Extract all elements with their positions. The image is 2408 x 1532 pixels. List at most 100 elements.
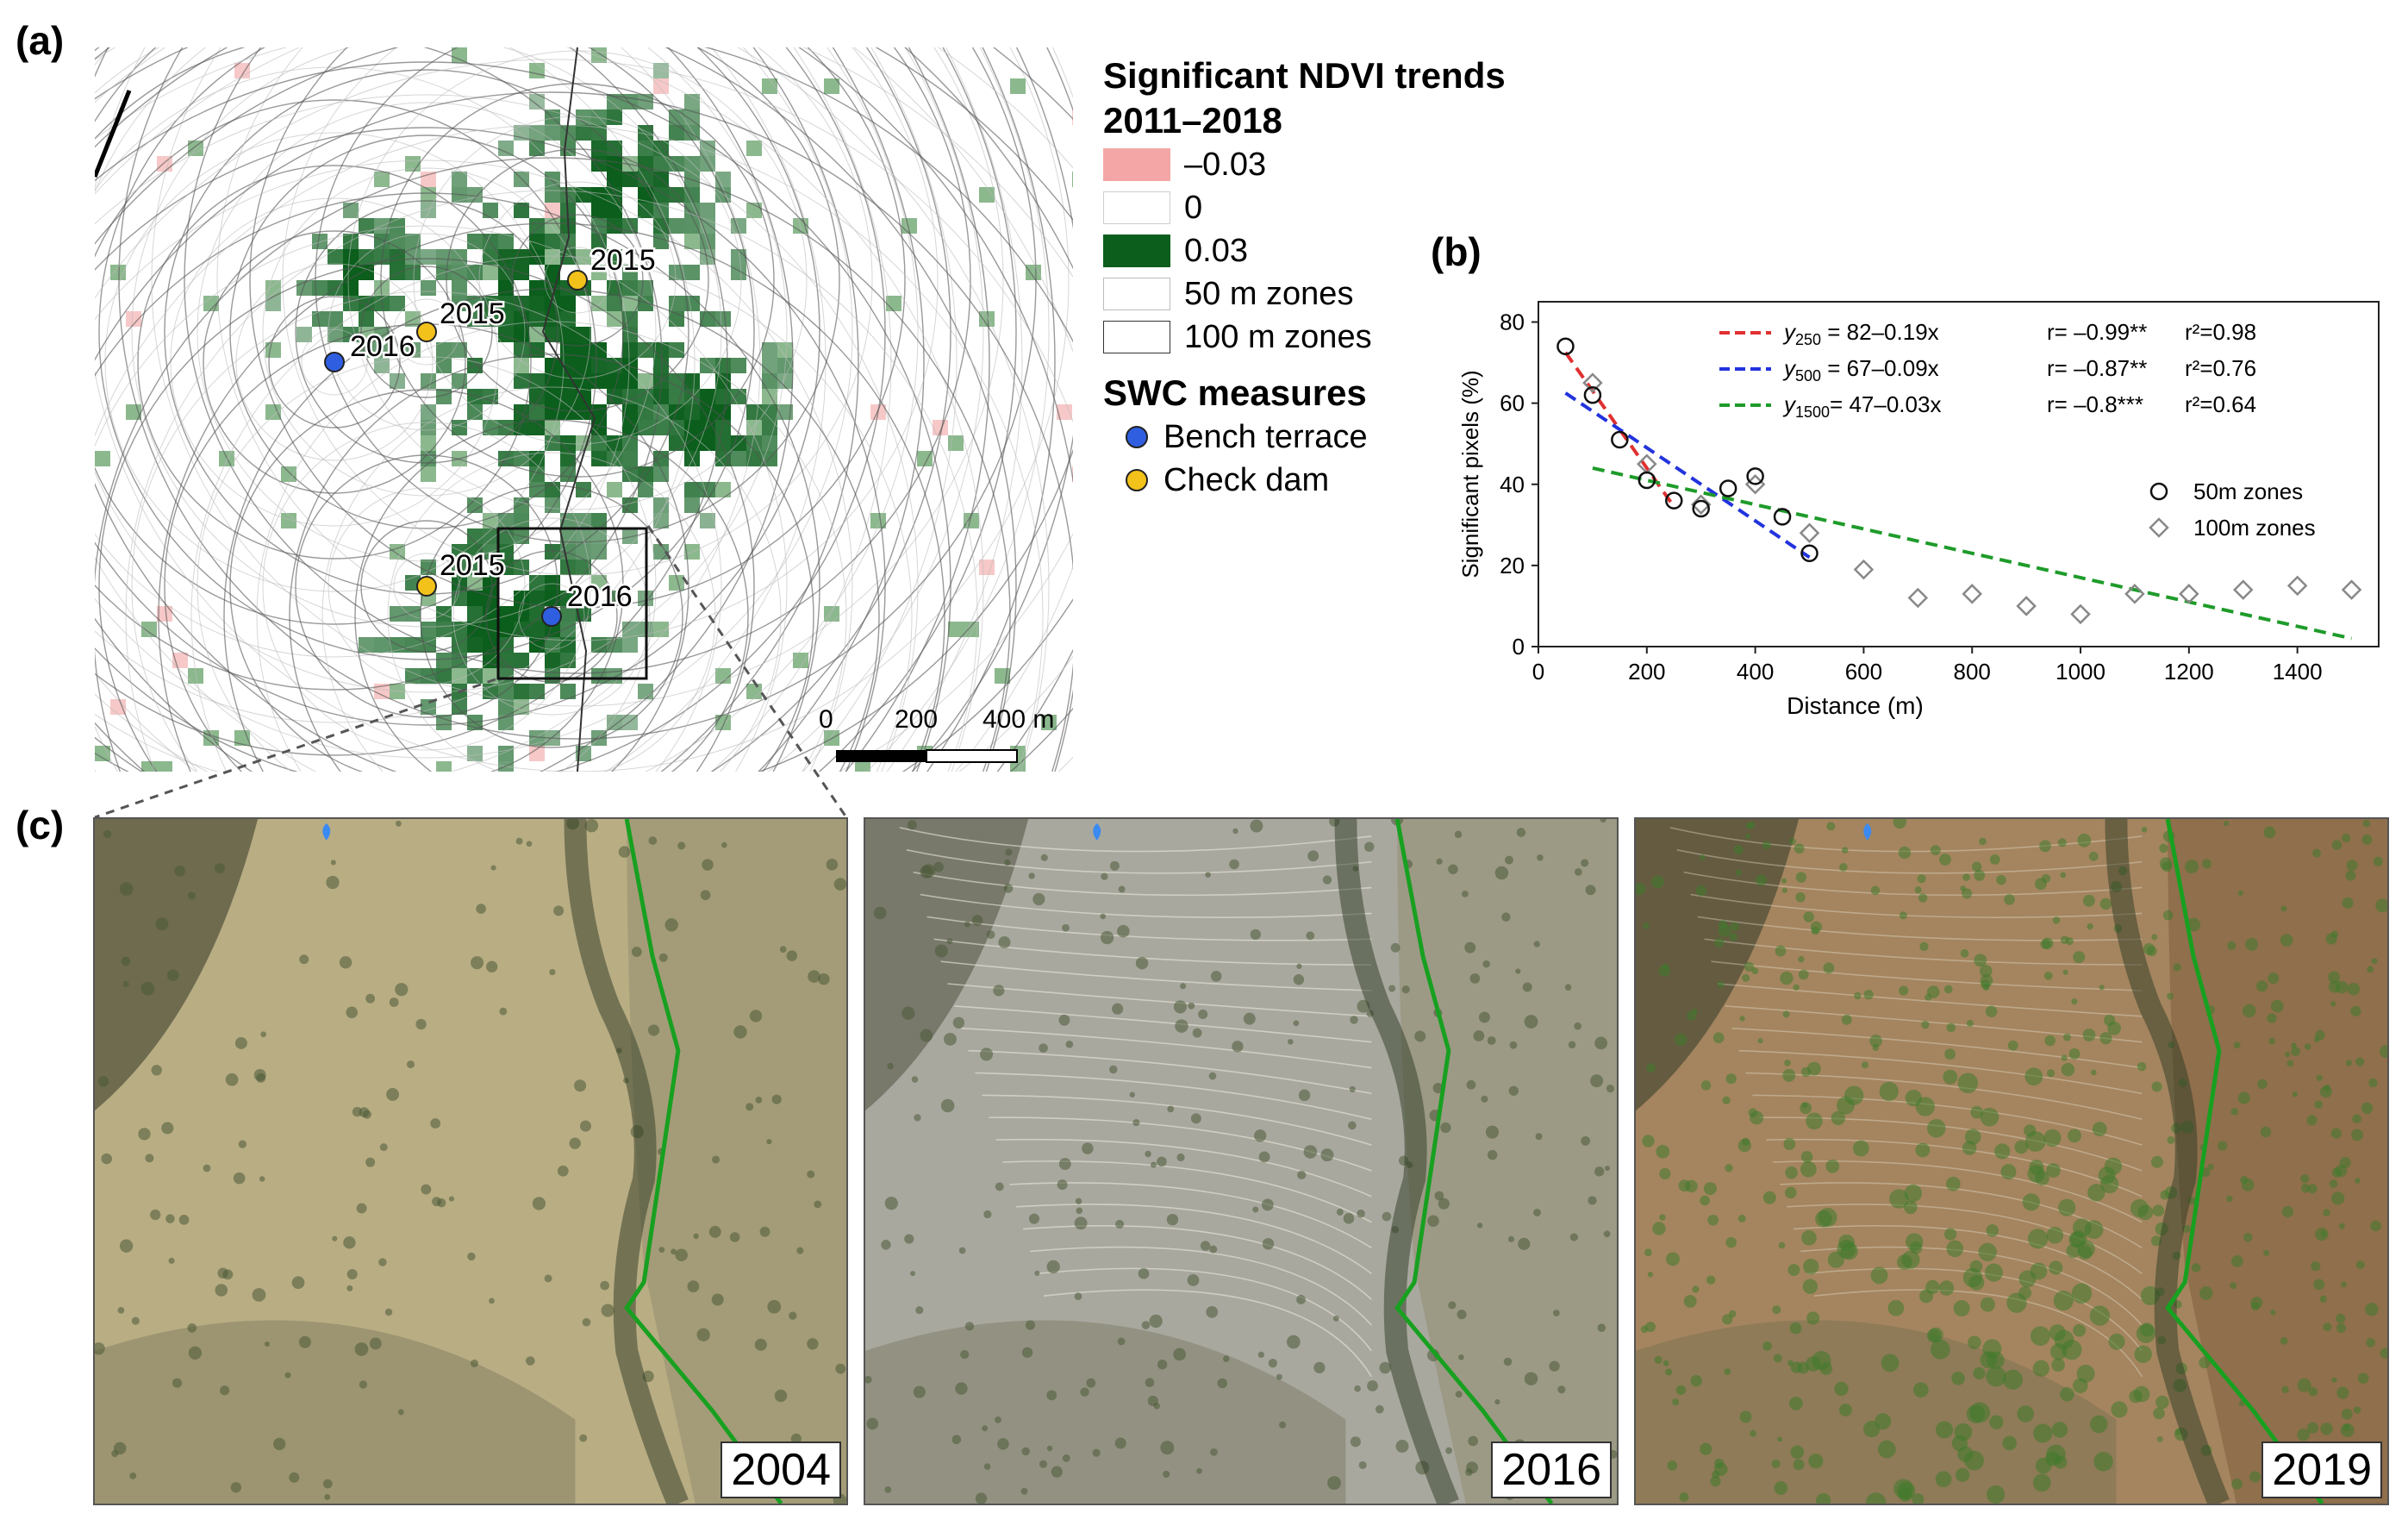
shrub [1296,963,1302,969]
shrub [1028,872,1035,879]
shrub [1250,929,1261,941]
shrub [913,1385,926,1398]
shrub [881,1240,891,1250]
ndvi-pixel [514,451,529,466]
shrub [2308,1386,2318,1397]
shrub [1806,1311,1820,1325]
shrub [2092,1122,2107,1137]
shrub [2032,1360,2049,1377]
ndvi-pixel [622,389,638,404]
panel-label-c: (c) [16,803,65,847]
shrub [983,1463,991,1470]
shrub [818,973,830,985]
ndvi-pixel [529,63,545,78]
ndvi-pixel [638,404,653,420]
shrub [1956,1467,1970,1482]
point-100m [1799,522,1820,544]
shrub [1803,1258,1819,1275]
shrub [1515,968,1521,974]
shrub [1469,973,1481,984]
ndvi-pixel [343,327,359,342]
shrub [1800,1150,1813,1163]
shrub [1910,1241,1923,1254]
ndvi-pixel [514,653,529,668]
shrub [1034,1270,1040,1276]
scalebar-white [926,749,1018,763]
legend-item-negative: –0.03 [1103,143,1586,186]
shrub [997,1438,1009,1450]
shrub [1808,1454,1824,1469]
terrace-line [1676,849,2143,874]
ndvi-pixel [514,420,529,435]
ndvi-pixel [467,389,483,404]
shrub [2047,1069,2056,1078]
ndvi-pixel [529,280,545,296]
shrub [339,956,352,969]
shrub [1150,1161,1157,1168]
ndvi-pixel [622,528,638,544]
shrub [1196,1467,1202,1474]
ndvi-pixel [824,606,839,622]
shrub [1074,1292,1082,1300]
shrub [1803,911,1814,922]
ndvi-pixel [498,141,514,156]
ndvi-pixel [638,420,653,435]
ndvi-pixel [110,699,126,715]
shrub [1652,1222,1666,1235]
zone-ring-100m [229,134,624,529]
zone-ring-100m [137,165,532,560]
terrace-line [995,1138,1372,1197]
terrace-line [1016,1204,1372,1274]
shrub [708,1225,721,1238]
shrub [2185,860,2199,874]
ndvi-pixel [545,125,560,141]
shrub [2280,1337,2288,1345]
zone-ring-100m [926,47,1056,772]
shrub [1322,875,1332,885]
ndvi-pixel [467,606,483,622]
shrub [2049,1260,2063,1275]
ndvi-pixel [684,109,700,125]
photo-2019-image [1636,819,2387,1504]
shrub [1865,1492,1887,1504]
shrub [759,1226,770,1237]
shrub [2342,834,2351,843]
shrub [1919,941,1929,951]
shrub [1800,1160,1817,1178]
ndvi-pixel [452,280,467,296]
legend-swatch-100m [1103,321,1170,353]
shrub [1798,969,1809,980]
x-tick-label: 200 [1628,659,1665,685]
shrub [1795,892,1806,903]
shrub [901,1006,915,1020]
shrub [1588,1196,1597,1205]
shrub [1465,1468,1473,1476]
shrub [1518,1237,1531,1250]
shrub [1780,971,1794,985]
ndvi-trend-map: 2016 2015 2015 2015 2016 [95,47,1073,772]
shrub [1775,945,1787,957]
shrub [1921,1020,1930,1029]
shrub [1160,1441,1175,1455]
point-50m [1800,544,1818,563]
photo-2004-image [95,819,846,1504]
point-50m [1583,385,1602,404]
zone-ring-50m [328,233,526,431]
ndvi-pixel [684,404,700,420]
shrub [754,1338,767,1351]
location-pin-icon [322,822,331,841]
scalebar-tick-0: 0 [819,705,833,734]
shrub [1494,866,1509,880]
shrub [1773,1354,1782,1363]
ndvi-pixel [343,203,359,218]
map-point-label: 2015 [440,297,505,330]
ndvi-pixel [436,761,452,772]
zone-ring-50m [478,181,677,379]
shrub [2237,890,2243,896]
legend-item-check-dam: Check dam [1103,459,1586,502]
shrub [1485,1125,1500,1139]
shrub [1699,854,1706,861]
shrub [2111,1401,2128,1418]
terrace-line [1683,871,2143,897]
ndvi-pixel [700,389,715,404]
